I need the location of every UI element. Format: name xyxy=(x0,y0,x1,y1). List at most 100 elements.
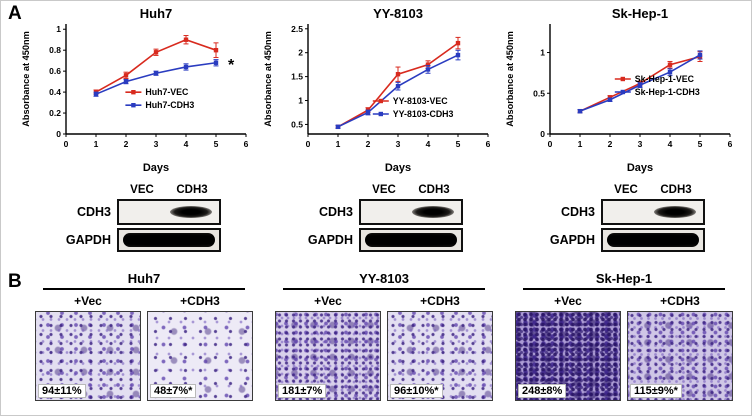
transwell-group-yy8103: YY-8103 +Vec 181±7% +CDH3 96±10%* xyxy=(271,271,497,401)
svg-text:3: 3 xyxy=(638,139,643,149)
blot-column-skhep1: VEC CDH3 CDH3 GAPDH xyxy=(501,184,743,255)
migration-percentage: 181±7% xyxy=(278,384,327,398)
lane-label-vec: VEC xyxy=(614,184,638,196)
svg-text:0: 0 xyxy=(56,129,61,139)
svg-text:5: 5 xyxy=(214,139,219,149)
transwell-pair: +Vec 94±11% +CDH3 48±7%* xyxy=(31,294,257,401)
transwell-row: Huh7 +Vec 94±11% +CDH3 48±7%* xyxy=(1,271,751,401)
lane-labels: VEC CDH3 xyxy=(359,184,459,199)
svg-text:1: 1 xyxy=(56,24,61,34)
blot-row-label-cdh3: CDH3 xyxy=(560,205,595,219)
svg-text:Days: Days xyxy=(627,162,653,174)
blot-row-gapdh: GAPDH xyxy=(537,228,707,252)
condition-label-vec: +Vec xyxy=(74,294,102,308)
blot-row-cdh3: CDH3 xyxy=(295,199,465,225)
panel-a-blots-row: VEC CDH3 CDH3 GAPDH VEC CDH3 xyxy=(1,184,751,255)
migration-percentage: 115±9%* xyxy=(630,384,682,398)
svg-text:1.5: 1.5 xyxy=(291,72,303,82)
western-blot-huh7: VEC CDH3 CDH3 GAPDH xyxy=(53,184,223,255)
svg-text:2: 2 xyxy=(608,139,613,149)
transwell-image: 115±9%* xyxy=(627,311,733,401)
panel-b: B Huh7 +Vec 94±11% +CDH3 48±7%* xyxy=(1,271,751,401)
transwell-group-skhep1: Sk-Hep-1 +Vec 248±8% +CDH3 115±9%* xyxy=(511,271,737,401)
transwell-pair: +Vec 248±8% +CDH3 115±9%* xyxy=(511,294,737,401)
transwell-image: 181±7% xyxy=(275,311,381,401)
cdh3-blot-box xyxy=(117,199,221,225)
gapdh-band xyxy=(607,233,699,247)
transwell-cell-cdh3: +CDH3 96±10%* xyxy=(387,294,493,401)
svg-text:1: 1 xyxy=(94,139,99,149)
lane-label-vec: VEC xyxy=(130,184,154,196)
svg-text:0.8: 0.8 xyxy=(49,45,61,55)
transwell-group-title: Sk-Hep-1 xyxy=(523,271,725,290)
panel-a-charts-row: Huh7 0 0.2 0.4 0.6 0.8 1 0 1 2 3 4 5 6 Days Absorbance … xyxy=(1,1,751,176)
transwell-cell-vec: +Vec 94±11% xyxy=(35,294,141,401)
chart-column-skhep1: Sk-Hep-1 0 0.5 1 0 1 2 3 4 5 6 Days Absorbance at 45… xyxy=(501,6,743,176)
svg-text:YY-8103: YY-8103 xyxy=(373,6,423,21)
proliferation-chart-skhep1: Sk-Hep-1 0 0.5 1 0 1 2 3 4 5 6 Days Absorbance at 45… xyxy=(504,6,740,176)
svg-text:2: 2 xyxy=(366,139,371,149)
svg-text:5: 5 xyxy=(698,139,703,149)
migration-percentage: 94±11% xyxy=(38,384,86,398)
svg-text:Sk-Hep-1: Sk-Hep-1 xyxy=(612,6,668,21)
transwell-image: 94±11% xyxy=(35,311,141,401)
svg-text:Sk-Hep-1-CDH3: Sk-Hep-1-CDH3 xyxy=(635,87,700,97)
svg-text:4: 4 xyxy=(184,139,189,149)
transwell-cell-cdh3: +CDH3 48±7%* xyxy=(147,294,253,401)
blot-row-label-cdh3: CDH3 xyxy=(318,205,353,219)
transwell-cell-cdh3: +CDH3 115±9%* xyxy=(627,294,733,401)
svg-text:3: 3 xyxy=(396,139,401,149)
svg-text:5: 5 xyxy=(456,139,461,149)
cdh3-band xyxy=(170,206,212,218)
svg-text:0: 0 xyxy=(64,139,69,149)
svg-text:0: 0 xyxy=(548,139,553,149)
western-blot-yy8103: VEC CDH3 CDH3 GAPDH xyxy=(295,184,465,255)
svg-text:Days: Days xyxy=(385,162,411,174)
condition-label-cdh3: +CDH3 xyxy=(660,294,700,308)
migration-percentage: 248±8% xyxy=(518,384,567,398)
svg-text:Days: Days xyxy=(143,162,169,174)
svg-text:Huh7-VEC: Huh7-VEC xyxy=(145,87,189,97)
blot-row-label-cdh3: CDH3 xyxy=(76,205,111,219)
western-blot-skhep1: VEC CDH3 CDH3 GAPDH xyxy=(537,184,707,255)
svg-text:Absorbance at 450nm: Absorbance at 450nm xyxy=(263,31,273,126)
lane-labels: VEC CDH3 xyxy=(117,184,217,199)
gapdh-blot-box xyxy=(601,228,705,252)
svg-text:1: 1 xyxy=(578,139,583,149)
lane-label-cdh3: CDH3 xyxy=(176,184,208,196)
transwell-group-title: Huh7 xyxy=(43,271,245,290)
condition-label-cdh3: +CDH3 xyxy=(180,294,220,308)
cdh3-blot-box xyxy=(359,199,463,225)
cdh3-band xyxy=(412,206,454,218)
migration-percentage: 96±10%* xyxy=(390,384,443,398)
lane-labels: VEC CDH3 xyxy=(601,184,701,199)
svg-text:2: 2 xyxy=(298,48,303,58)
transwell-pair: +Vec 181±7% +CDH3 96±10%* xyxy=(271,294,497,401)
blot-row-cdh3: CDH3 xyxy=(537,199,707,225)
svg-text:Absorbance at 450nm: Absorbance at 450nm xyxy=(21,31,31,126)
transwell-cell-vec: +Vec 248±8% xyxy=(515,294,621,401)
svg-text:0: 0 xyxy=(306,139,311,149)
svg-text:YY-8103-VEC: YY-8103-VEC xyxy=(393,96,448,106)
panel-b-label: B xyxy=(8,271,22,292)
cdh3-blot-box xyxy=(601,199,705,225)
svg-text:2.5: 2.5 xyxy=(291,24,303,34)
panel-a-label: A xyxy=(8,3,22,24)
blot-row-gapdh: GAPDH xyxy=(295,228,465,252)
gapdh-blot-box xyxy=(117,228,221,252)
proliferation-chart-yy8103: YY-8103 0.5 1 1.5 2 2.5 0 1 2 3 4 5 6 Days Absorbance … xyxy=(262,6,498,176)
svg-text:0.4: 0.4 xyxy=(49,87,61,97)
svg-text:Absorbance at 450nm: Absorbance at 450nm xyxy=(505,31,515,126)
condition-label-vec: +Vec xyxy=(554,294,582,308)
blot-column-huh7: VEC CDH3 CDH3 GAPDH xyxy=(17,184,259,255)
svg-text:0: 0 xyxy=(540,129,545,139)
transwell-image: 248±8% xyxy=(515,311,621,401)
blot-row-cdh3: CDH3 xyxy=(53,199,223,225)
svg-text:Huh7: Huh7 xyxy=(140,6,173,21)
chart-column-huh7: Huh7 0 0.2 0.4 0.6 0.8 1 0 1 2 3 4 5 6 Days Absorbance … xyxy=(17,6,259,176)
svg-text:0.6: 0.6 xyxy=(49,66,61,76)
transwell-group-huh7: Huh7 +Vec 94±11% +CDH3 48±7%* xyxy=(31,271,257,401)
proliferation-chart-huh7: Huh7 0 0.2 0.4 0.6 0.8 1 0 1 2 3 4 5 6 Days Absorbance … xyxy=(20,6,256,176)
blot-row-gapdh: GAPDH xyxy=(53,228,223,252)
